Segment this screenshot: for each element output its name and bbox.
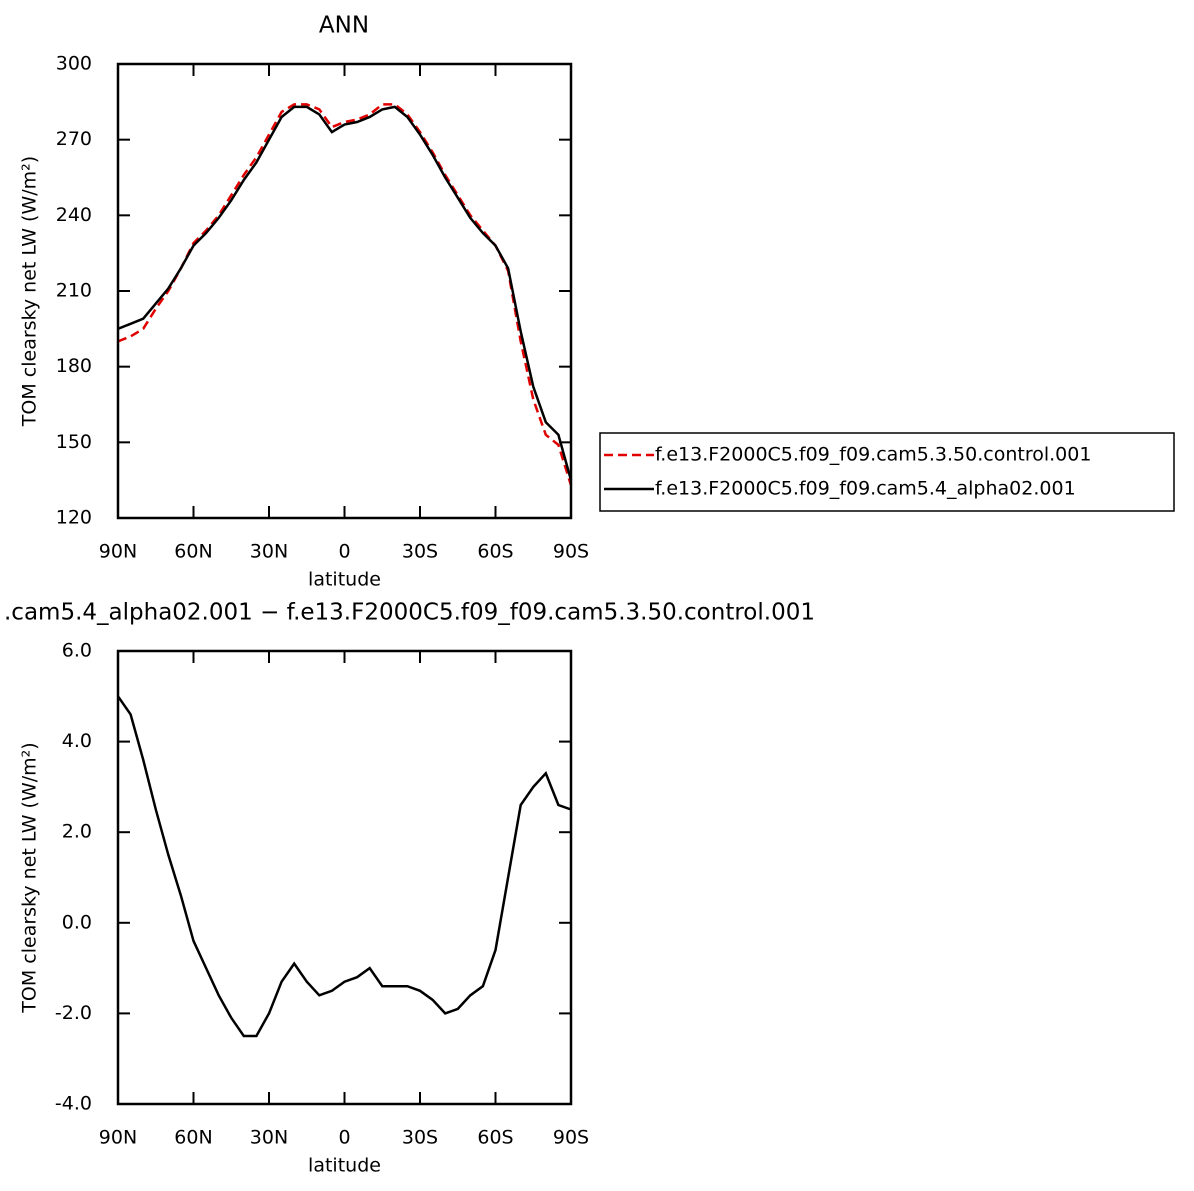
plot-frame: [116, 649, 573, 1106]
y-tick-label: 120: [56, 507, 92, 529]
chart-title: .cam5.4_alpha02.001 − f.e13.F2000C5.f09_…: [4, 600, 815, 626]
x-tick-label: 90N: [99, 1127, 137, 1149]
x-tick-label: 90S: [553, 541, 589, 563]
data-line: [117, 103, 573, 486]
x-tick-label: 30N: [250, 1127, 288, 1149]
y-tick-label: -4.0: [55, 1093, 92, 1115]
plot-frame: [116, 62, 573, 520]
x-tick-label: 60S: [477, 1127, 513, 1149]
chart-title: ANN: [319, 13, 369, 39]
y-tick-label: 300: [56, 53, 92, 75]
data-line: [116, 695, 572, 1038]
x-tick-label: 30N: [250, 541, 288, 563]
data-line: [117, 105, 573, 481]
x-tick-label: 30S: [402, 541, 438, 563]
legend-label: f.e13.F2000C5.f09_f09.cam5.3.50.control.…: [655, 444, 1091, 466]
x-tick-label: 90N: [99, 541, 137, 563]
y-tick-label: 270: [56, 128, 92, 150]
x-tick-label: 60N: [174, 541, 212, 563]
x-tick-label: 60S: [477, 541, 513, 563]
y-tick-label: 6.0: [62, 640, 92, 662]
x-axis-label: latitude: [308, 569, 381, 591]
x-tick-label: 90S: [553, 1127, 589, 1149]
y-tick-label: 2.0: [62, 821, 92, 843]
x-tick-label: 0: [338, 1127, 350, 1149]
y-tick-label: 4.0: [62, 730, 92, 752]
y-axis-label: TOM clearsky net LW (W/m²): [19, 742, 41, 1013]
y-tick-label: 150: [56, 431, 92, 453]
y-axis-label: TOM clearsky net LW (W/m²): [19, 156, 41, 427]
x-axis-label: latitude: [308, 1155, 381, 1177]
y-tick-label: 240: [56, 204, 92, 226]
y-tick-label: 210: [56, 280, 92, 302]
y-tick-label: 180: [56, 355, 92, 377]
x-tick-label: 30S: [402, 1127, 438, 1149]
x-tick-label: 0: [338, 541, 350, 563]
y-tick-label: 0.0: [62, 911, 92, 933]
x-tick-label: 60N: [174, 1127, 212, 1149]
y-tick-label: -2.0: [55, 1002, 92, 1024]
legend-label: f.e13.F2000C5.f09_f09.cam5.4_alpha02.001: [655, 478, 1076, 500]
legend-box: [599, 432, 1175, 512]
